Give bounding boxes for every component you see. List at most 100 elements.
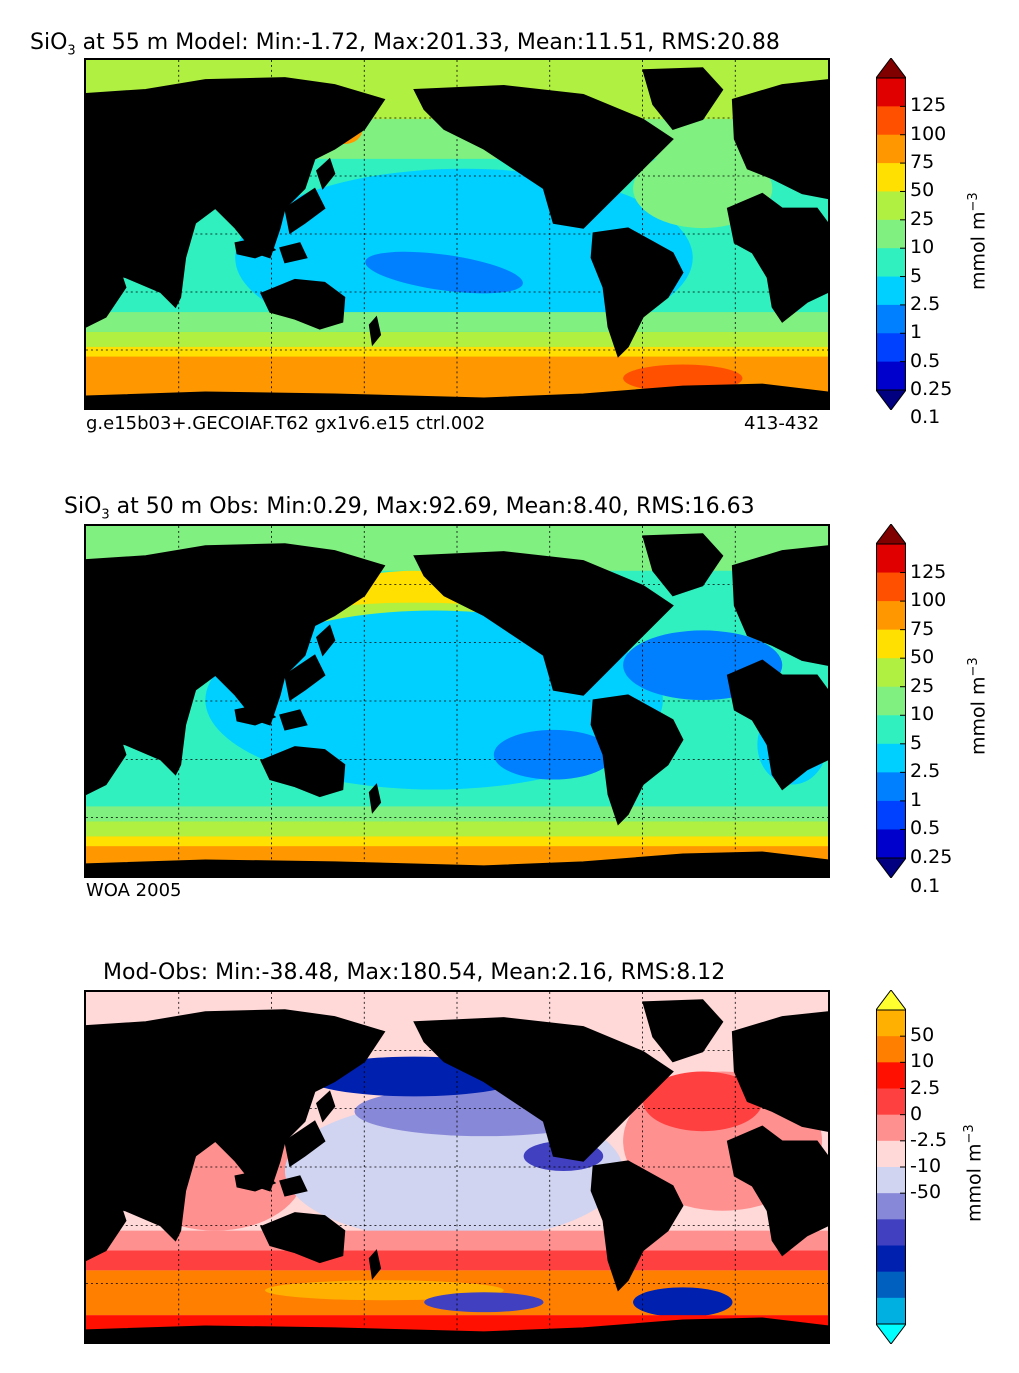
colorbar-tick-label: 0.5 (910, 349, 941, 372)
land-mass (234, 1170, 277, 1192)
colorbar-band (876, 1193, 906, 1220)
colorbar-tick-label: 1 (910, 321, 923, 344)
colorbar-band (876, 1036, 906, 1063)
land-mass (86, 77, 386, 309)
title-rest: at 55 m Model: Min:-1.72, Max:201.33, Me… (75, 30, 780, 55)
colorbar-band (876, 658, 906, 688)
colorbar-band (876, 715, 906, 745)
colorbar-band (876, 361, 906, 391)
land-mass (726, 1125, 828, 1257)
model-footer-right: 413-432 (744, 413, 820, 434)
colorbar-band (876, 1245, 906, 1273)
title-rest: at 50 m Obs: Min:0.29, Max:92.69, Mean:8… (109, 494, 755, 519)
land-mass (368, 315, 382, 347)
colorbar-band (876, 572, 906, 602)
colorbar-tick-label: -10 (910, 1155, 942, 1177)
colorbar-band (876, 743, 906, 773)
colorbar-band (876, 772, 906, 802)
colorbar-band (876, 134, 906, 164)
colorbar-band (876, 219, 906, 249)
colorbar-tick-label: 75 (910, 151, 935, 174)
colorbar-tick-label: 2.5 (910, 292, 941, 315)
field-region (365, 251, 523, 294)
colorbar-band (876, 686, 906, 716)
land-mass (642, 67, 724, 130)
field-region (493, 729, 614, 780)
model-footer-left: g.e15b03+.GECOIAF.T62 gx1v6.e15 ctrl.002 (86, 413, 486, 434)
colorbar-tick-label: 2.5 (910, 1076, 941, 1099)
colorbar-band (876, 601, 906, 631)
map-svg (86, 60, 828, 408)
colorbar-tick-label: 2.5 (910, 760, 941, 783)
land-mass (590, 227, 684, 358)
model-colorbar-unit: mmol m−3 (966, 192, 989, 290)
model-colorbar (875, 57, 907, 419)
colorbar-tick-label: 50 (910, 179, 935, 202)
obs-footer-left: WOA 2005 (86, 880, 182, 901)
unit-sup: −3 (966, 192, 981, 212)
title-prefix: SiO (64, 494, 102, 519)
colorbar-tick-label: 10 (910, 236, 935, 259)
colorbar-frame (876, 77, 906, 391)
colorbar-tick-label: 100 (910, 589, 947, 612)
colorbar-band (876, 248, 906, 278)
land-mass (284, 187, 326, 235)
land-mass (731, 1011, 828, 1132)
colorbar-tick-label: 25 (910, 674, 935, 697)
colorbar-tick-label: 25 (910, 207, 935, 230)
land-mass (642, 999, 724, 1063)
land-mass (731, 545, 828, 666)
land-mass (279, 242, 308, 264)
colorbar-tick-label: 50 (910, 1024, 935, 1047)
colorbar-tick-label: -50 (910, 1181, 942, 1204)
field-region (424, 1292, 544, 1313)
land-mass (731, 79, 828, 200)
title-rest: Mod-Obs: Min:-38.48, Max:180.54, Mean:2.… (103, 960, 726, 985)
land-mass (284, 654, 326, 702)
land-mass (234, 704, 277, 726)
land-mass (284, 1120, 326, 1168)
unit-text: mmol m (967, 676, 990, 755)
panel-3-title: Mod-Obs: Min:-38.48, Max:180.54, Mean:2.… (103, 960, 725, 985)
colorbar-tick-label: 0 (910, 1102, 923, 1125)
colorbar-tick-label: 75 (910, 617, 935, 640)
land-mass (642, 533, 724, 597)
colorbar-tick-label: -2.5 (910, 1128, 948, 1151)
colorbar-tick-label: 10 (910, 1050, 935, 1073)
obs-map (84, 524, 830, 878)
land-mass (279, 1175, 308, 1197)
land-mass (726, 659, 828, 791)
land-mass (316, 624, 336, 657)
difference-colorbar (875, 989, 907, 1345)
colorbar-band (876, 1062, 906, 1089)
colorbar-tick-label: 125 (910, 94, 947, 117)
title-subscript: 3 (67, 43, 76, 59)
land-mass (368, 783, 382, 814)
colorbar-band (876, 1167, 906, 1194)
unit-sup: −3 (966, 657, 981, 677)
colorbar-tick-label: 5 (910, 731, 923, 754)
land-mass (316, 157, 336, 190)
land-mass (86, 1009, 386, 1242)
land-mass (368, 1249, 382, 1280)
map-svg (86, 992, 828, 1342)
colorbar-svg (875, 523, 907, 888)
land-mass (413, 1017, 674, 1162)
colorbar-tick-label: 100 (910, 122, 947, 145)
land-mass (590, 1160, 684, 1292)
colorbar-band (876, 800, 906, 830)
land-mass (726, 192, 828, 323)
colorbar-band (876, 1114, 906, 1142)
colorbar-tick-label: 5 (910, 264, 923, 287)
land-mass (279, 709, 308, 731)
obs-colorbar-unit: mmol m−3 (966, 657, 989, 755)
panel-2-title: SiO3 at 50 m Obs: Min:0.29, Max:92.69, M… (64, 494, 755, 522)
land-mass (234, 237, 277, 259)
colorbar-band (876, 829, 906, 859)
colorbar-tick-label: 0.1 (910, 874, 941, 897)
difference-map (84, 990, 830, 1344)
colorbar-band (876, 1271, 906, 1299)
panel-1-title: SiO3 at 55 m Model: Min:-1.72, Max:201.3… (30, 30, 780, 58)
model-map (84, 58, 830, 410)
unit-text: mmol m (963, 1143, 986, 1222)
